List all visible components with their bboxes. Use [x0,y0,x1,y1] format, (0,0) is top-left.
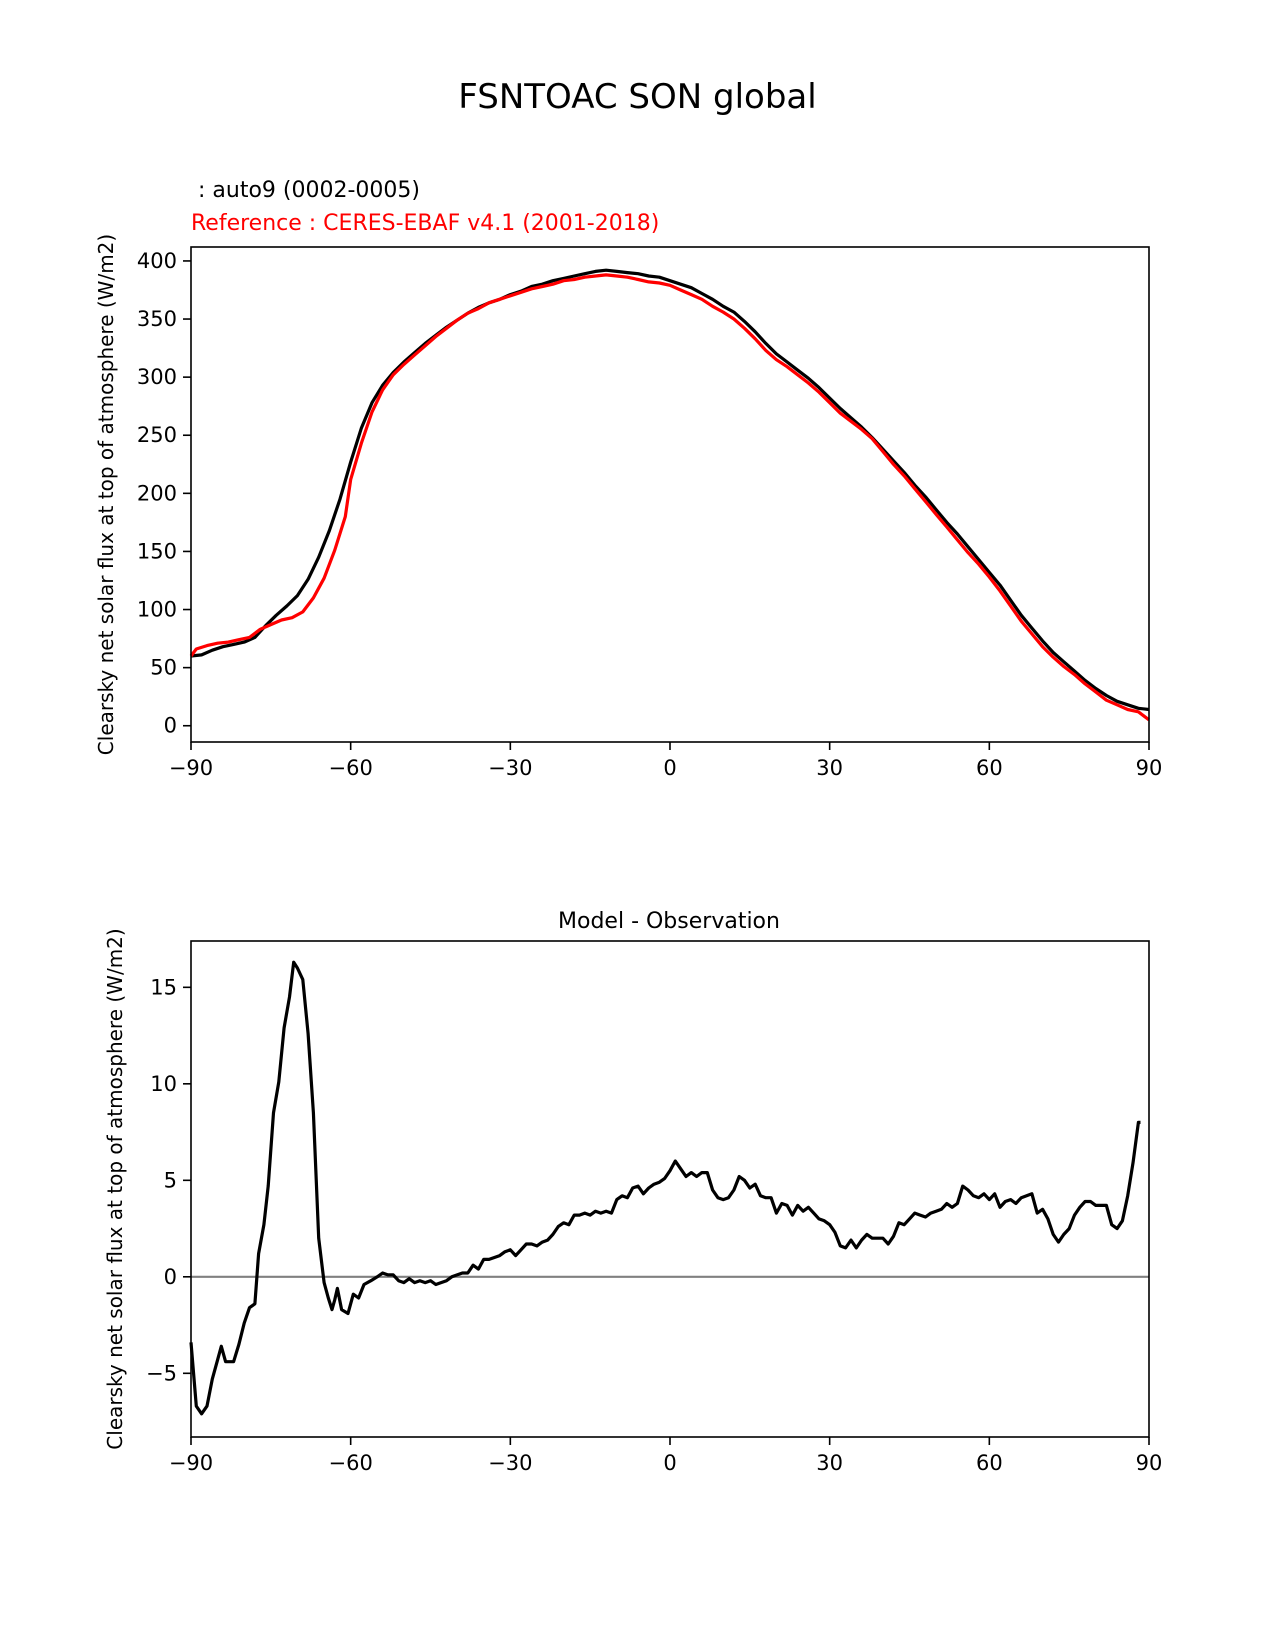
top-chart-panel: : auto9 (0002-0005) Reference : CERES-EB… [94,178,1162,780]
top-x-tick-label: 60 [976,756,1003,780]
bottom-x-tick-label: −90 [169,1451,213,1475]
bottom-x-tick-label: −60 [329,1451,373,1475]
bottom-chart-panel: Model - Observation −90 −60 −30 0 30 60 90 −5 0 5… [103,909,1162,1475]
top-x-tick-label: −90 [169,756,213,780]
bottom-x-tick-label: −30 [488,1451,532,1475]
top-y-tick-label: 350 [137,307,177,331]
top-x-tick-label: 30 [816,756,843,780]
top-y-tick-label: 200 [137,481,177,505]
bottom-y-tick-label: 15 [150,975,177,999]
bottom-y-tick-label: 0 [164,1265,177,1289]
top-y-tick-label: 300 [137,365,177,389]
top-y-axis-label: Clearsky net solar flux at top of atmosp… [94,234,118,755]
bottom-y-tick-label: 5 [164,1168,177,1192]
bottom-plot-frame [190,940,1150,1438]
bottom-y-tick-label: 10 [150,1072,177,1096]
bottom-y-tick-label: −5 [146,1361,177,1385]
bottom-ticks-layer: −90 −60 −30 0 30 60 90 −5 0 5 10 15 [146,975,1162,1475]
bottom-series-layer [189,960,1141,1416]
top-y-tick-label: 150 [137,539,177,563]
top-y-tick-label: 100 [137,598,177,622]
top-y-tick-label: 0 [164,714,177,738]
bottom-series-line-0 [189,960,1141,1416]
top-y-tick-label: 400 [137,249,177,273]
top-x-tick-label: 0 [663,756,676,780]
top-series-line-1 [189,273,1150,722]
bottom-x-tick-label: 90 [1136,1451,1163,1475]
bottom-x-tick-label: 60 [976,1451,1003,1475]
bottom-chart-title: Model - Observation [558,909,780,934]
test-label: : auto9 (0002-0005) [191,178,420,203]
bottom-x-tick-label: 30 [816,1451,843,1475]
top-x-tick-label: −30 [488,756,532,780]
reference-label: Reference : CERES-EBAF v4.1 (2001-2018) [191,211,659,236]
top-x-tick-label: −60 [329,756,373,780]
top-y-tick-label: 50 [150,656,177,680]
top-series-layer [189,268,1150,722]
figure-title: FSNTOAC SON global [458,77,816,117]
top-plot-frame [190,246,1150,743]
top-y-tick-label: 250 [137,423,177,447]
top-series-line-0 [190,268,1150,712]
bottom-y-axis-label: Clearsky net solar flux at top of atmosp… [103,928,127,1449]
bottom-x-tick-label: 0 [663,1451,676,1475]
top-x-tick-label: 90 [1136,756,1163,780]
top-ticks-layer: −90 −60 −30 0 30 60 90 0 50 100 150 200 250 300 350 400 [137,249,1162,780]
